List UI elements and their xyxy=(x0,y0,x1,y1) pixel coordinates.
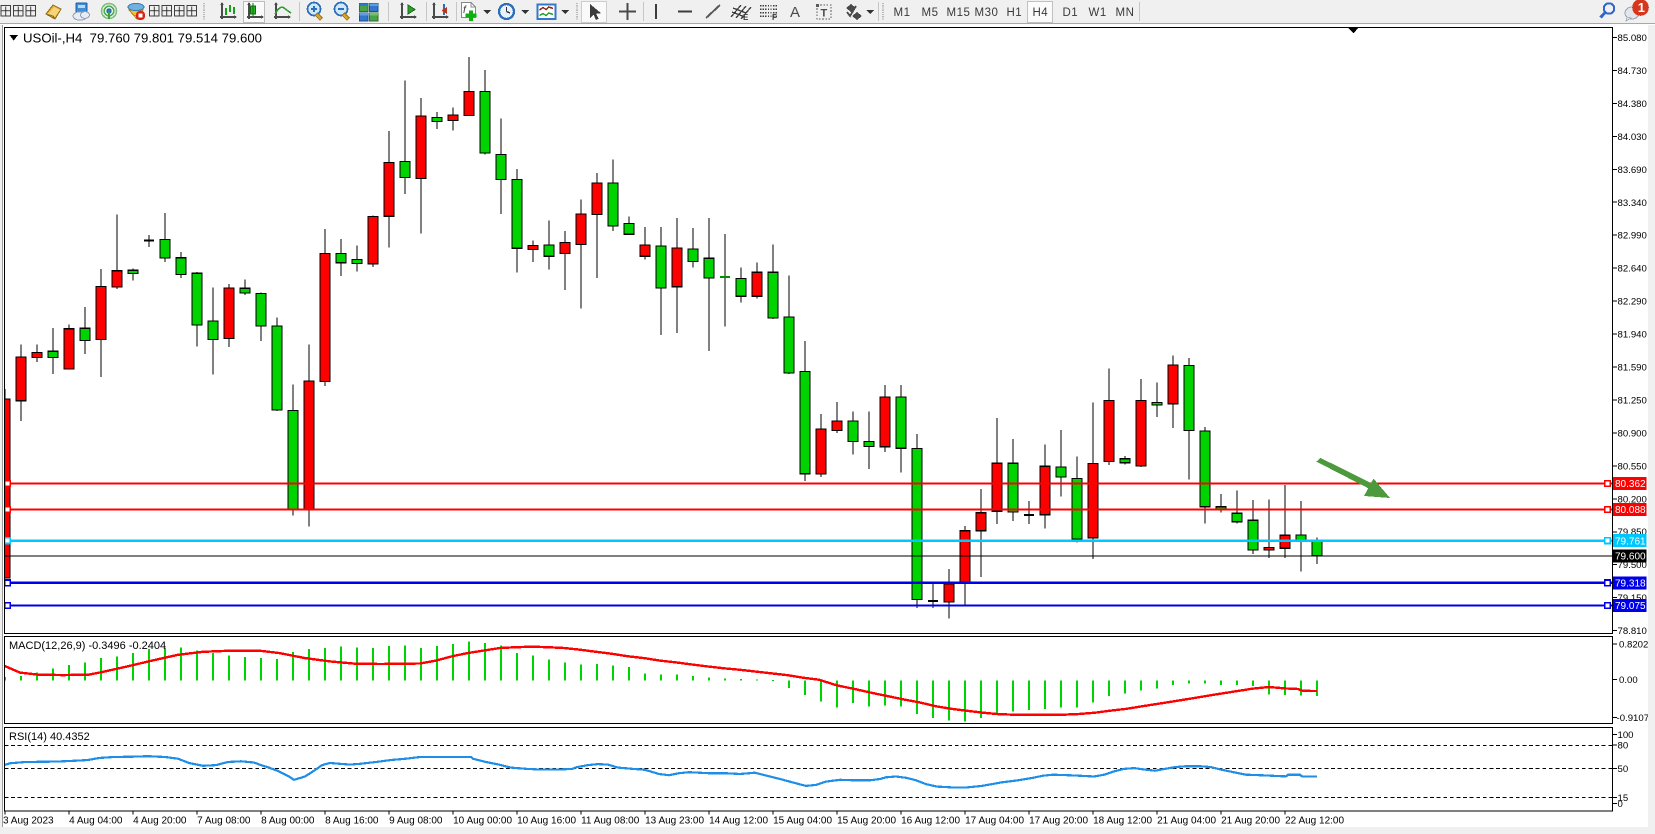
svg-text:8 Aug 00:00: 8 Aug 00:00 xyxy=(261,816,315,827)
svg-text:14 Aug 12:00: 14 Aug 12:00 xyxy=(709,816,768,827)
svg-text:81.940: 81.940 xyxy=(1618,330,1647,341)
svg-text:3 Aug 2023: 3 Aug 2023 xyxy=(3,816,54,827)
svg-text:80.900: 80.900 xyxy=(1618,428,1647,439)
svg-text:79.075: 79.075 xyxy=(1615,601,1646,612)
svg-text:8 Aug 16:00: 8 Aug 16:00 xyxy=(325,816,379,827)
svg-text:13 Aug 23:00: 13 Aug 23:00 xyxy=(645,816,704,827)
svg-text:81.590: 81.590 xyxy=(1618,363,1647,374)
svg-text:17 Aug 04:00: 17 Aug 04:00 xyxy=(965,816,1024,827)
svg-text:80: 80 xyxy=(1618,741,1629,752)
svg-text:80.088: 80.088 xyxy=(1615,505,1646,516)
svg-text:RSI(14) 40.4352: RSI(14) 40.4352 xyxy=(9,731,90,743)
svg-text:82.990: 82.990 xyxy=(1618,231,1647,242)
svg-text:18 Aug 12:00: 18 Aug 12:00 xyxy=(1093,816,1152,827)
svg-text:0.8202: 0.8202 xyxy=(1619,640,1648,651)
svg-text:83.340: 83.340 xyxy=(1618,198,1647,209)
svg-text:80.550: 80.550 xyxy=(1618,461,1647,472)
svg-text:10 Aug 00:00: 10 Aug 00:00 xyxy=(453,816,512,827)
svg-text:80.200: 80.200 xyxy=(1618,494,1647,505)
svg-text:16 Aug 12:00: 16 Aug 12:00 xyxy=(901,816,960,827)
svg-text:-0.9107: -0.9107 xyxy=(1617,713,1650,724)
svg-text:E: E xyxy=(743,13,749,22)
svg-text:D1: D1 xyxy=(1063,7,1079,19)
svg-text:79.318: 79.318 xyxy=(1615,578,1646,589)
svg-text:M1: M1 xyxy=(894,7,911,19)
svg-text:M30: M30 xyxy=(975,7,999,19)
svg-text:17 Aug 20:00: 17 Aug 20:00 xyxy=(1029,816,1088,827)
svg-text:1: 1 xyxy=(1638,0,1645,15)
svg-text:82.640: 82.640 xyxy=(1618,264,1647,275)
svg-text:50: 50 xyxy=(1618,764,1629,775)
svg-text:f: f xyxy=(463,5,467,16)
svg-text:4 Aug 20:00: 4 Aug 20:00 xyxy=(133,816,187,827)
svg-text:79.500: 79.500 xyxy=(1618,560,1647,571)
svg-text:MN: MN xyxy=(1116,7,1135,19)
svg-text:21 Aug 20:00: 21 Aug 20:00 xyxy=(1221,816,1280,827)
svg-text:A: A xyxy=(790,4,800,21)
svg-text:79.850: 79.850 xyxy=(1618,527,1647,538)
svg-text:15 Aug 20:00: 15 Aug 20:00 xyxy=(837,816,896,827)
svg-text:79.761: 79.761 xyxy=(1615,536,1646,547)
svg-text:82.290: 82.290 xyxy=(1618,297,1647,308)
svg-text:T: T xyxy=(821,8,828,20)
svg-text:100: 100 xyxy=(1618,730,1634,741)
svg-text:M15: M15 xyxy=(947,7,971,19)
svg-text:84.380: 84.380 xyxy=(1618,99,1647,110)
svg-text:83.690: 83.690 xyxy=(1618,165,1647,176)
svg-text:15 Aug 04:00: 15 Aug 04:00 xyxy=(773,816,832,827)
svg-text:F: F xyxy=(772,13,777,22)
svg-text:80.362: 80.362 xyxy=(1615,479,1646,490)
svg-text:USOil-,H4 79.760 79.801 79.51: USOil-,H4 79.760 79.801 79.514 79.600 xyxy=(23,31,262,46)
svg-text:H1: H1 xyxy=(1007,7,1023,19)
svg-text:85.080: 85.080 xyxy=(1618,33,1647,44)
svg-text:81.250: 81.250 xyxy=(1618,396,1647,407)
svg-text:7 Aug 08:00: 7 Aug 08:00 xyxy=(197,816,251,827)
svg-text:84.030: 84.030 xyxy=(1618,132,1647,143)
svg-text:4 Aug 04:00: 4 Aug 04:00 xyxy=(69,816,123,827)
svg-text:10 Aug 16:00: 10 Aug 16:00 xyxy=(517,816,576,827)
svg-text:0: 0 xyxy=(1618,799,1623,810)
svg-text:21 Aug 04:00: 21 Aug 04:00 xyxy=(1157,816,1216,827)
svg-text:M5: M5 xyxy=(922,7,939,19)
svg-text:79.600: 79.600 xyxy=(1615,552,1646,563)
svg-text:MACD(12,26,9) -0.3496 -0.2404: MACD(12,26,9) -0.3496 -0.2404 xyxy=(9,640,166,652)
svg-text:79.150: 79.150 xyxy=(1618,593,1647,604)
svg-text:W1: W1 xyxy=(1089,7,1107,19)
svg-text:11 Aug 08:00: 11 Aug 08:00 xyxy=(581,816,640,827)
svg-text:84.730: 84.730 xyxy=(1618,66,1647,77)
svg-text:78.810: 78.810 xyxy=(1618,626,1647,637)
svg-text:H4: H4 xyxy=(1033,7,1049,19)
svg-text:9 Aug 08:00: 9 Aug 08:00 xyxy=(389,816,443,827)
svg-text:22 Aug 12:00: 22 Aug 12:00 xyxy=(1285,816,1344,827)
svg-text:15: 15 xyxy=(1618,793,1629,804)
svg-text:0.00: 0.00 xyxy=(1619,675,1638,686)
